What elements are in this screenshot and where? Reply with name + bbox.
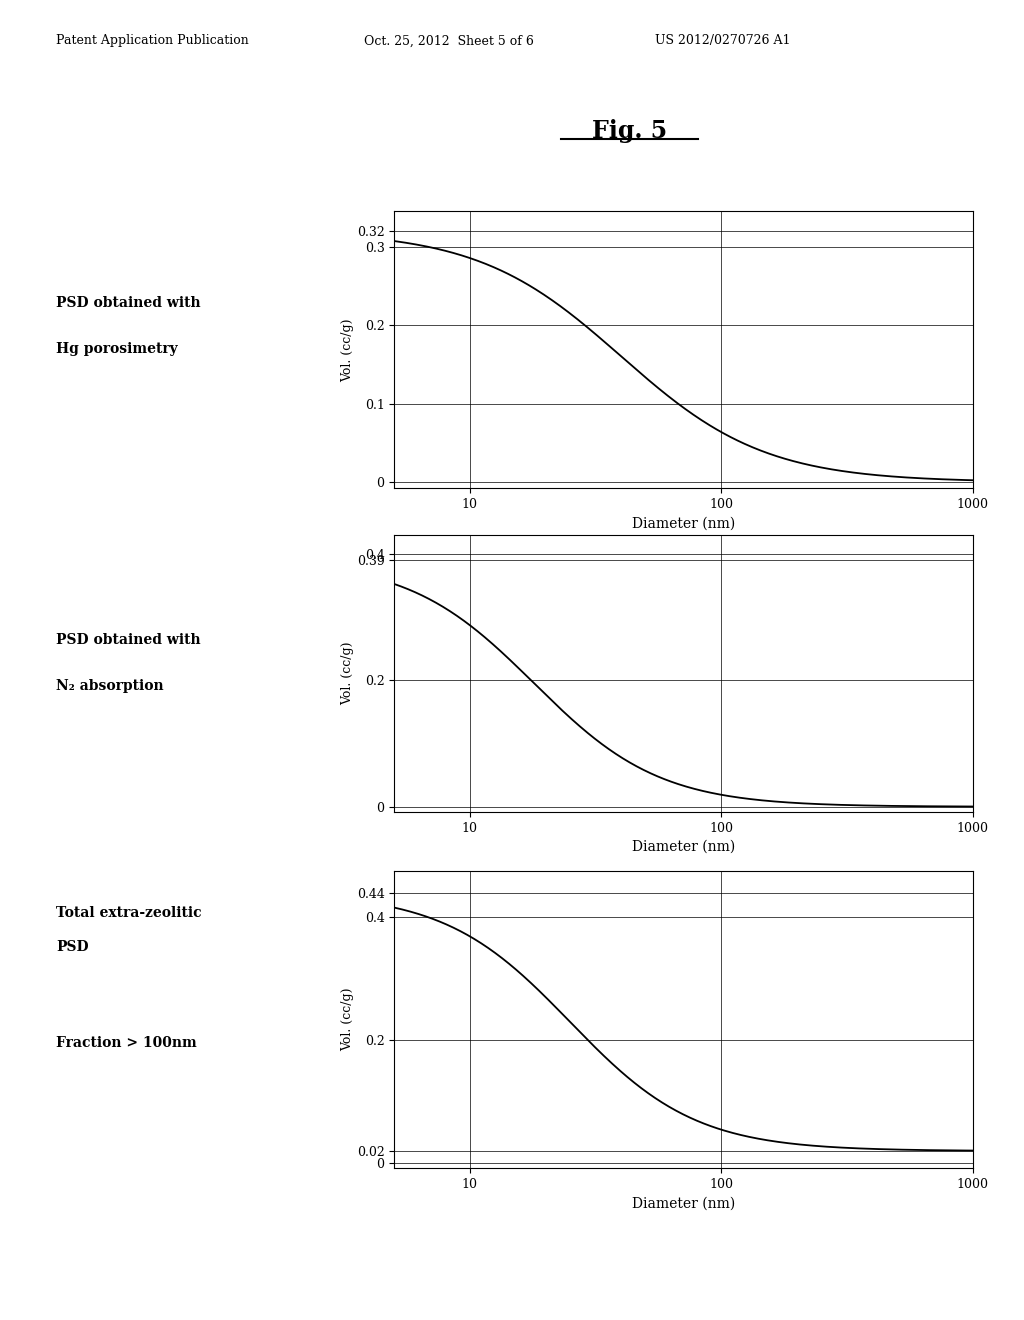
Text: Hg porosimetry: Hg porosimetry [56, 342, 178, 356]
Text: PSD obtained with: PSD obtained with [56, 296, 201, 310]
X-axis label: Diameter (nm): Diameter (nm) [632, 516, 735, 531]
Y-axis label: Vol. (cc/g): Vol. (cc/g) [341, 642, 354, 705]
Y-axis label: Vol. (cc/g): Vol. (cc/g) [341, 987, 354, 1052]
X-axis label: Diameter (nm): Diameter (nm) [632, 840, 735, 854]
Text: PSD: PSD [56, 940, 89, 954]
Text: Fraction > 100nm: Fraction > 100nm [56, 1036, 197, 1051]
X-axis label: Diameter (nm): Diameter (nm) [632, 1196, 735, 1210]
Text: PSD obtained with: PSD obtained with [56, 634, 201, 647]
Text: Patent Application Publication: Patent Application Publication [56, 34, 249, 48]
Text: Total extra-zeolitic: Total extra-zeolitic [56, 906, 202, 920]
Text: Oct. 25, 2012  Sheet 5 of 6: Oct. 25, 2012 Sheet 5 of 6 [364, 34, 534, 48]
Text: N₂ absorption: N₂ absorption [56, 680, 164, 693]
Y-axis label: Vol. (cc/g): Vol. (cc/g) [341, 318, 354, 381]
Text: US 2012/0270726 A1: US 2012/0270726 A1 [655, 34, 791, 48]
Text: Fig. 5: Fig. 5 [592, 119, 668, 143]
